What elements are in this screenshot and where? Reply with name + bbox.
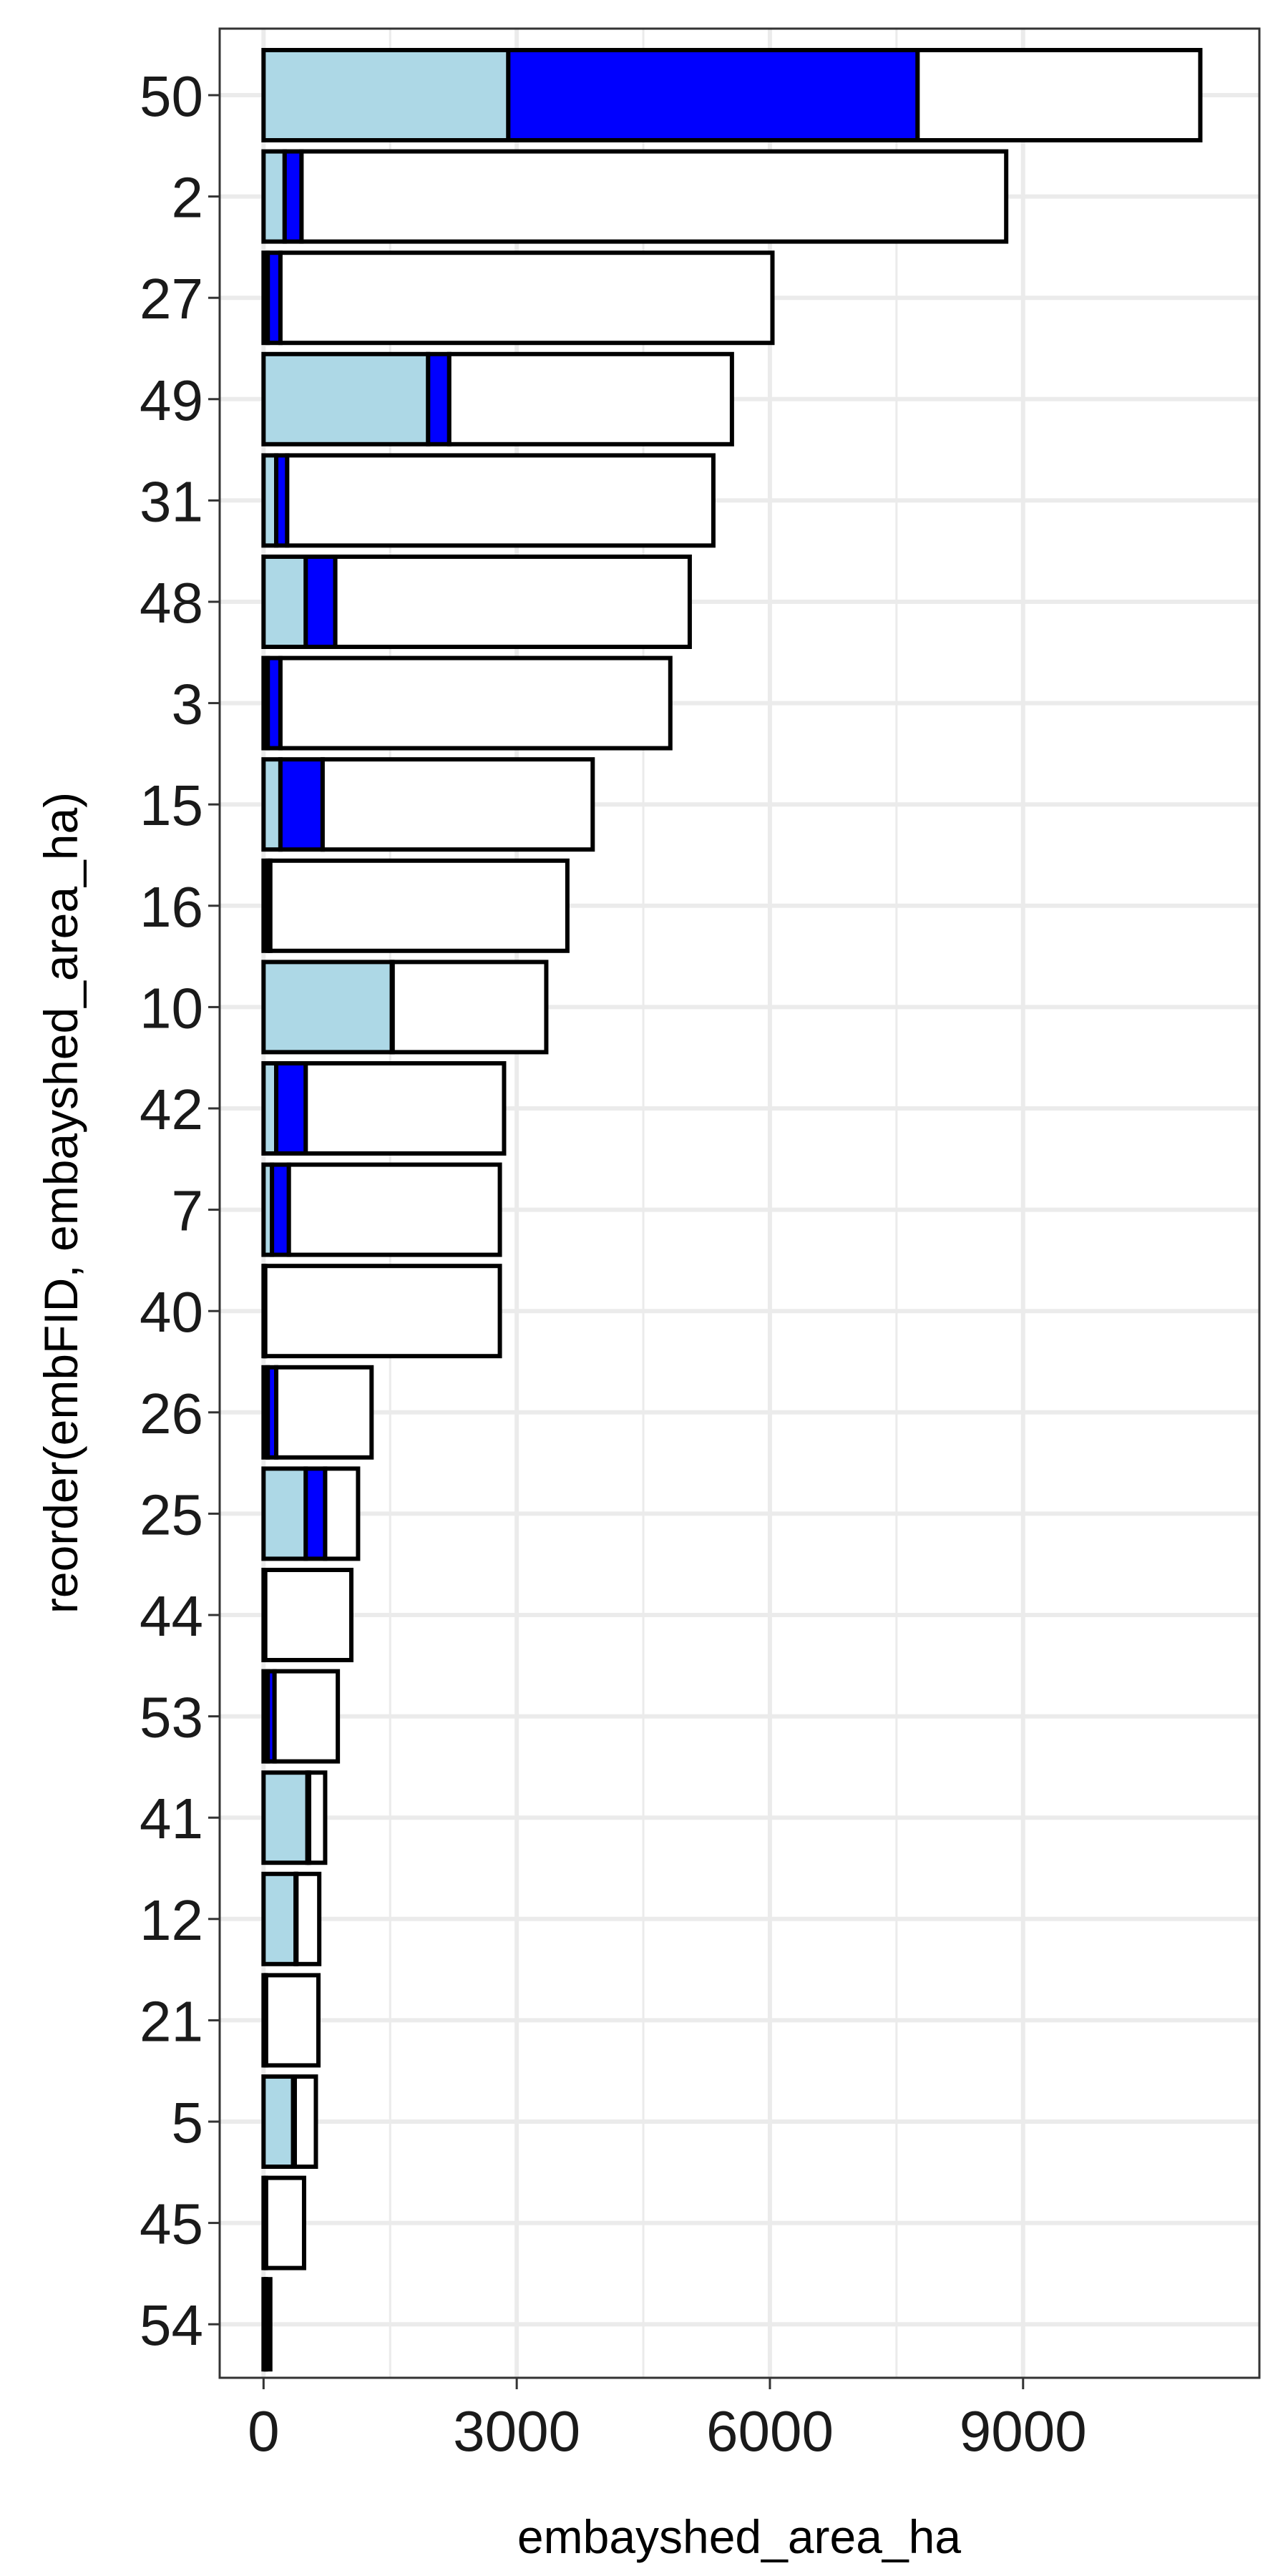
bar-segment-2-25 [303,1466,328,1561]
bar-segment-3-5 [292,2074,318,2169]
y-tick-label: 25 [140,1483,203,1546]
panel-border [218,27,1261,2379]
y-tick-label: 44 [140,1584,203,1648]
bar-segment-1-5 [261,2074,296,2169]
x-tick-label: 9000 [960,2399,1087,2463]
bar-segment-3-27 [278,250,775,346]
bar-segment-3-25 [323,1466,361,1561]
y-tick-label: 10 [140,976,203,1040]
bar-segment-1-25 [261,1466,308,1561]
bar-segment-3-49 [447,351,734,447]
bar-segment-3-53 [272,1669,341,1764]
y-tick-label: 5 [172,2091,204,2155]
y-tick-label: 3 [172,673,204,736]
bar-segment-3-54 [263,2277,273,2372]
bar-segment-3-10 [390,960,549,1055]
y-tick-label: 49 [140,369,203,432]
bar-segment-3-45 [263,2175,306,2270]
y-tick-label: 42 [140,1078,203,1141]
bar-segment-3-16 [268,858,570,953]
y-tick-label: 27 [140,267,203,331]
bar-segment-2-7 [270,1162,291,1257]
y-tick-label: 12 [140,1888,203,1952]
bar-segment-3-41 [307,1770,328,1865]
bar-segment-3-2 [299,149,1009,244]
y-tick-label: 15 [140,774,203,837]
y-tick-label: 2 [172,166,204,230]
bar-segment-3-26 [274,1365,374,1460]
x-tick-label: 3000 [453,2399,580,2463]
bar-segment-3-40 [263,1264,502,1359]
x-tick-label: 0 [248,2399,280,2463]
x-axis-title: embayshed_area_ha [517,2510,961,2563]
y-tick-label: 41 [140,1787,203,1850]
bar-segment-3-21 [263,1973,321,2068]
bar-segment-3-7 [286,1162,502,1257]
y-tick-label: 54 [140,2293,203,2357]
bar-segment-1-15 [261,757,283,852]
bar-segment-3-15 [320,757,595,852]
bar-segment-2-48 [303,555,338,649]
bar-segment-2-2 [282,149,304,244]
bar-segment-3-31 [285,453,716,548]
x-axis: 0 3000 6000 9000 [248,2378,1087,2463]
bar-segment-2-42 [274,1061,308,1156]
y-axis: 5022749314831516104274026254453411221545… [140,64,220,2357]
y-axis-title: reorder(embFID, embayshed_area_ha) [34,792,87,1614]
y-tick-label: 45 [140,2192,203,2256]
bar-segment-1-41 [261,1770,310,1865]
bar-segment-3-12 [294,1871,322,1966]
bar-segment-2-49 [426,351,452,447]
y-tick-label: 48 [140,571,203,635]
bar-segment-1-49 [261,351,431,447]
y-tick-label: 26 [140,1382,203,1445]
bar-segment-3-3 [278,655,673,751]
x-tick-label: 6000 [706,2399,834,2463]
bar-segment-3-50 [915,48,1203,142]
bar-segment-1-12 [261,1871,298,1966]
bar-segment-2-50 [506,48,920,142]
y-tick-label: 53 [140,1686,203,1750]
bar-segment-3-48 [333,555,692,649]
bar-segment-2-15 [278,757,325,852]
bar-layer [261,48,1203,2372]
bar-segment-3-44 [263,1568,353,1662]
bar-segment-3-42 [303,1061,507,1156]
y-tick-label: 31 [140,469,203,533]
bar-segment-1-48 [261,555,308,649]
y-tick-label: 40 [140,1280,203,1344]
bar-segment-1-50 [261,48,511,142]
y-tick-label: 7 [172,1179,204,1243]
y-tick-label: 16 [140,875,203,939]
y-tick-label: 21 [140,1989,203,2053]
bar-segment-1-10 [261,960,394,1055]
y-tick-label: 50 [140,64,203,128]
bar-segment-1-2 [261,149,287,244]
